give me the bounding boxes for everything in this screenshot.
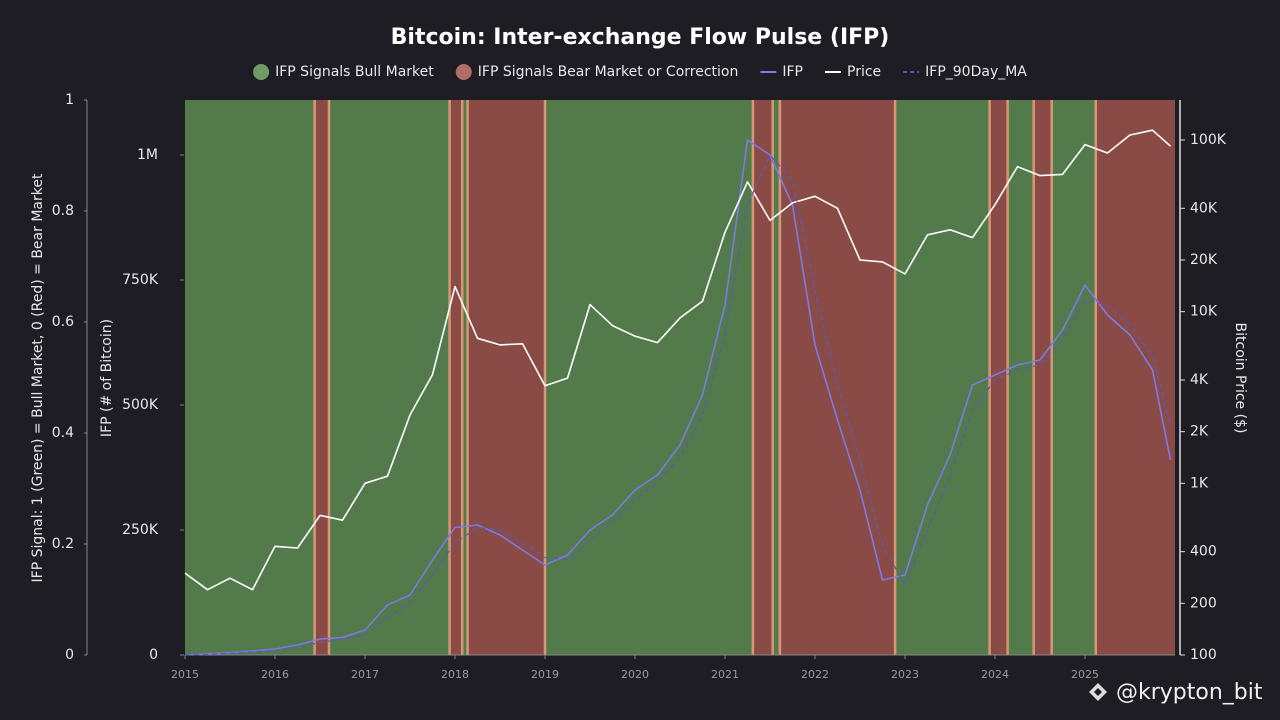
signal-tick-label: 0.2 bbox=[52, 536, 74, 552]
price-tick-label: 10K bbox=[1190, 304, 1218, 320]
legend-label: IFP Signals Bull Market bbox=[275, 64, 434, 80]
legend-label: IFP bbox=[782, 64, 803, 80]
price-axis-title: Bitcoin Price ($) bbox=[1232, 323, 1248, 434]
signal-tick-label: 0.6 bbox=[52, 314, 74, 330]
signal-region bbox=[185, 100, 315, 655]
legend-label: Price bbox=[847, 64, 881, 80]
x-tick-label: 2021 bbox=[711, 668, 739, 681]
ifp-tick-label: 0 bbox=[149, 647, 158, 663]
price-tick-label: 4K bbox=[1190, 372, 1209, 388]
signal-tick-label: 0 bbox=[65, 647, 74, 663]
series-line bbox=[184, 154, 1172, 656]
signal-region bbox=[1051, 100, 1096, 655]
signal-tick-label: 1 bbox=[65, 92, 74, 108]
legend-label: IFP Signals Bear Market or Correction bbox=[478, 64, 739, 80]
legend-item: IFP_90Day_MA bbox=[903, 64, 1027, 80]
price-tick-label: 2K bbox=[1190, 424, 1209, 440]
legend-item: IFP Signals Bear Market or Correction bbox=[455, 64, 739, 80]
series-line bbox=[184, 139, 1172, 656]
signal-region bbox=[779, 100, 896, 655]
legend-item: Price bbox=[824, 64, 881, 80]
legend-label: IFP_90Day_MA bbox=[925, 64, 1027, 80]
ifp-tick-label: 750K bbox=[122, 272, 159, 288]
x-tick-label: 2016 bbox=[261, 668, 289, 681]
x-tick-label: 2024 bbox=[981, 668, 1009, 681]
watermark-logo bbox=[1089, 683, 1107, 701]
watermark: @krypton_bit bbox=[1116, 680, 1263, 705]
x-tick-label: 2022 bbox=[801, 668, 829, 681]
signal-region bbox=[1033, 100, 1052, 655]
x-tick-label: 2018 bbox=[441, 668, 469, 681]
price-tick-label: 40K bbox=[1190, 200, 1218, 216]
signal-region bbox=[989, 100, 1008, 655]
price-tick-label: 1K bbox=[1190, 475, 1209, 491]
x-tick-label: 2017 bbox=[351, 668, 379, 681]
legend: IFP Signals Bull Market IFP Signals Bear … bbox=[253, 64, 1027, 80]
price-tick-label: 100 bbox=[1190, 647, 1217, 663]
price-tick-label: 20K bbox=[1190, 252, 1218, 268]
price-tick-label: 400 bbox=[1190, 544, 1217, 560]
x-tick-label: 2025 bbox=[1071, 668, 1099, 681]
ifp-tick-label: 1M bbox=[137, 147, 158, 163]
ifp-tick-label: 500K bbox=[122, 397, 159, 413]
signal-region bbox=[895, 100, 990, 655]
series-line bbox=[184, 129, 1172, 591]
legend-item: IFP bbox=[760, 64, 803, 80]
signal-axis-title: IFP Signal: 1 (Green) = Bull Market, 0 (… bbox=[30, 173, 46, 582]
x-tick-label: 2023 bbox=[891, 668, 919, 681]
signal-region bbox=[329, 100, 450, 655]
ifp-axis-title: IFP (# of Bitcoin) bbox=[99, 319, 115, 437]
ifp-tick-label: 250K bbox=[122, 522, 159, 538]
signal-region bbox=[545, 100, 753, 655]
signal-region bbox=[1007, 100, 1034, 655]
plot-area: 0 0.2 0.4 0.6 0.8 1 0 250K 500K 750K 1M 100 200 400 1K… bbox=[52, 92, 1227, 681]
signal-region bbox=[314, 100, 329, 655]
price-tick-label: 200 bbox=[1190, 595, 1217, 611]
x-tick-label: 2020 bbox=[621, 668, 649, 681]
legend-marker bbox=[253, 64, 270, 80]
x-tick-label: 2015 bbox=[171, 668, 199, 681]
legend-item: IFP Signals Bull Market bbox=[253, 64, 434, 80]
chart-title: Bitcoin: Inter-exchange Flow Pulse (IFP) bbox=[391, 25, 890, 50]
legend-marker bbox=[455, 64, 472, 80]
signal-region bbox=[752, 100, 773, 655]
x-tick-label: 2019 bbox=[531, 668, 559, 681]
signal-region bbox=[467, 100, 545, 655]
signal-tick-label: 0.8 bbox=[52, 203, 74, 219]
signal-region bbox=[772, 100, 780, 655]
signal-region bbox=[1095, 100, 1175, 655]
signal-tick-label: 0.4 bbox=[52, 425, 74, 441]
signal-region bbox=[462, 100, 468, 655]
signal-region bbox=[449, 100, 463, 655]
price-tick-label: 100K bbox=[1190, 132, 1227, 148]
